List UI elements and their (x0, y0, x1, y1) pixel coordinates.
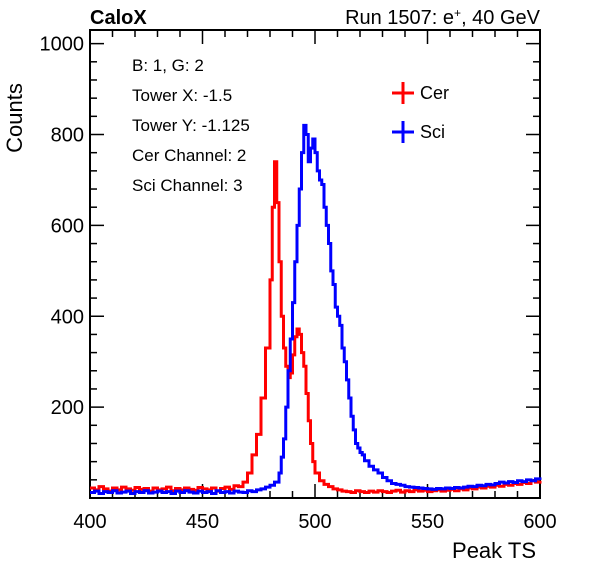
info-line-1: B: 1, G: 2 (132, 56, 204, 75)
legend-sci: Sci (392, 121, 445, 143)
x-tick-label: 450 (186, 511, 219, 533)
x-tick-label: 400 (73, 511, 106, 533)
info-line-3: Tower Y: -1.125 (132, 116, 250, 135)
y-tick-label: 1000 (40, 34, 85, 56)
legend-cer-label: Cer (420, 83, 449, 103)
title-left: CaloX (90, 7, 147, 29)
x-axis-label: Peak TS (452, 538, 536, 563)
y-ticks: 200 400 600 800 1000 (40, 34, 540, 499)
info-box: B: 1, G: 2 Tower X: -1.5 Tower Y: -1.125… (132, 56, 250, 195)
x-ticks: 400 450 500 550 600 (73, 30, 557, 533)
series-sci-line (90, 123, 542, 495)
x-tick-label: 550 (411, 511, 444, 533)
info-line-5: Sci Channel: 3 (132, 176, 243, 195)
legend-cer: Cer (392, 82, 449, 104)
title-right: Run 1507: e+, 40 GeV (345, 6, 541, 29)
y-tick-label: 600 (51, 215, 84, 237)
y-tick-label: 800 (51, 125, 84, 147)
y-tick-label: 200 (51, 397, 84, 419)
info-line-4: Cer Channel: 2 (132, 146, 246, 165)
x-tick-label: 500 (298, 511, 331, 533)
legend: Cer Sci (392, 82, 449, 143)
y-tick-label: 400 (51, 306, 84, 328)
x-tick-label: 600 (523, 511, 556, 533)
series-cer-line (90, 160, 542, 495)
info-line-2: Tower X: -1.5 (132, 86, 232, 105)
legend-sci-label: Sci (420, 122, 445, 142)
y-axis-label: Counts (2, 83, 27, 153)
